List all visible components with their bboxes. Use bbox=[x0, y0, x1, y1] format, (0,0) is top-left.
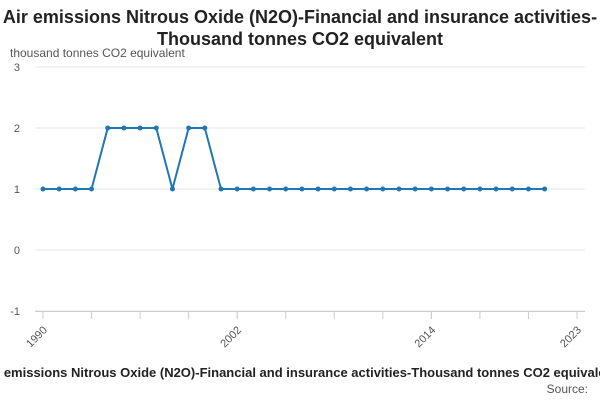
y-axis-ticks: 3 2 1 0 -1 bbox=[10, 62, 20, 318]
data-point[interactable] bbox=[315, 186, 321, 192]
x-axis-ticks: 1990 2002 2014 2023 bbox=[24, 324, 584, 350]
chart-title: Air emissions Nitrous Oxide (N2O)-Financ… bbox=[2, 7, 598, 49]
source-label[interactable]: Source: bbox=[546, 382, 588, 396]
y-tick-label: 3 bbox=[14, 62, 20, 74]
data-point[interactable] bbox=[202, 125, 208, 131]
data-point[interactable] bbox=[428, 186, 434, 192]
x-axis-title: Air emissions Nitrous Oxide (N2O)-Financ… bbox=[0, 365, 600, 380]
data-point[interactable] bbox=[121, 125, 127, 131]
data-point[interactable] bbox=[56, 186, 62, 192]
data-point[interactable] bbox=[186, 125, 192, 131]
data-point[interactable] bbox=[347, 186, 353, 192]
data-point[interactable] bbox=[461, 186, 467, 192]
y-tick-label: -1 bbox=[10, 306, 20, 318]
series-group bbox=[40, 125, 548, 192]
y-axis-title: thousand tonnes CO2 equivalent bbox=[10, 46, 185, 60]
data-point[interactable] bbox=[153, 125, 159, 131]
data-point[interactable] bbox=[364, 186, 370, 192]
data-point[interactable] bbox=[137, 125, 143, 131]
data-point[interactable] bbox=[396, 186, 402, 192]
data-point[interactable] bbox=[283, 186, 289, 192]
data-point[interactable] bbox=[89, 186, 95, 192]
data-point[interactable] bbox=[477, 186, 483, 192]
x-axis bbox=[35, 311, 585, 319]
y-tick-label: 2 bbox=[14, 123, 20, 135]
y-tick-label: 1 bbox=[14, 184, 20, 196]
data-point[interactable] bbox=[250, 186, 256, 192]
data-point[interactable] bbox=[542, 186, 548, 192]
data-point[interactable] bbox=[331, 186, 337, 192]
data-point[interactable] bbox=[267, 186, 273, 192]
data-point[interactable] bbox=[509, 186, 515, 192]
series-line bbox=[43, 127, 545, 190]
x-tick-label: 1990 bbox=[24, 324, 50, 350]
data-point[interactable] bbox=[40, 186, 46, 192]
x-tick-label: 2002 bbox=[218, 324, 244, 350]
data-point[interactable] bbox=[234, 186, 240, 192]
y-tick-label: 0 bbox=[14, 245, 20, 257]
data-point[interactable] bbox=[105, 125, 111, 131]
data-point[interactable] bbox=[299, 186, 305, 192]
data-point[interactable] bbox=[493, 186, 499, 192]
data-point[interactable] bbox=[218, 186, 224, 192]
data-point[interactable] bbox=[72, 186, 78, 192]
data-point[interactable] bbox=[169, 186, 175, 192]
data-point[interactable] bbox=[445, 186, 451, 192]
data-point[interactable] bbox=[525, 186, 531, 192]
data-point[interactable] bbox=[412, 186, 418, 192]
x-tick-label: 2023 bbox=[558, 324, 584, 350]
x-tick-label: 2014 bbox=[413, 324, 439, 350]
data-point[interactable] bbox=[380, 186, 386, 192]
